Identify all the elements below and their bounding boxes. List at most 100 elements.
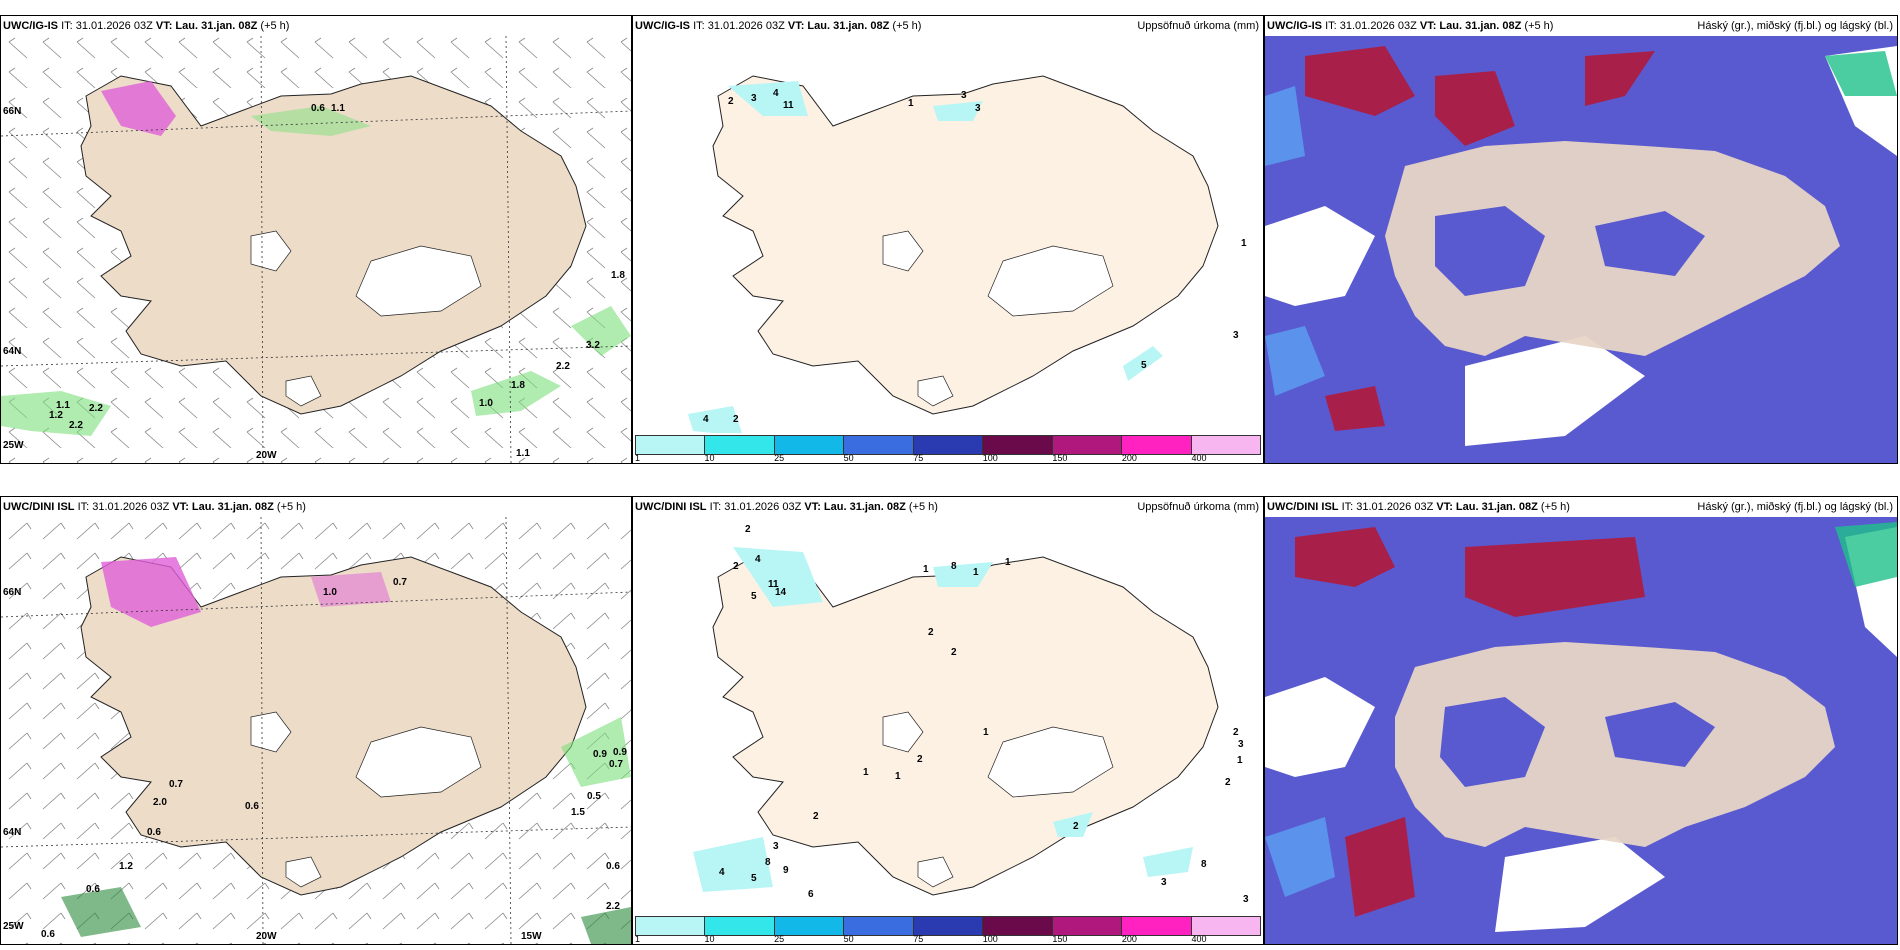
precip-value-label: 2 — [1233, 727, 1239, 738]
precip-value-label: 1 — [1005, 557, 1011, 568]
panel-header: UWC/DINI ISL IT: 31.01.2026 03Z VT: Lau.… — [1265, 497, 1897, 517]
wind-panel-row2: UWC/DINI ISL IT: 31.01.2026 03Z VT: Lau.… — [0, 496, 632, 945]
legend-colorbar — [635, 916, 1261, 936]
wind-value-label: 0.6 — [147, 827, 161, 838]
lat-label: 66N — [3, 587, 21, 598]
precip-value-label: 1 — [973, 567, 979, 578]
precip-value-label: 5 — [751, 873, 757, 884]
wind-value-label: 1.8 — [611, 270, 625, 281]
wind-value-label: 2.0 — [153, 797, 167, 808]
wind-value-label: 0.7 — [393, 577, 407, 588]
precip-value-label: 3 — [961, 90, 967, 101]
precip-map: 2 3 4 11 1 3 3 1 3 5 4 2 — [633, 36, 1263, 433]
land-area — [712, 556, 1219, 896]
legend-tick-label: 75 — [913, 453, 924, 463]
precip-value-label: 8 — [951, 561, 957, 572]
legend-swatch — [705, 436, 775, 454]
lat-label: 64N — [3, 346, 21, 357]
precip-value-label: 1 — [895, 771, 901, 782]
precip-value-label: 11 — [783, 100, 794, 111]
lon-label: 15W — [521, 931, 542, 942]
wind-value-label: 0.6 — [606, 861, 620, 872]
legend-swatch — [636, 917, 706, 935]
precip-panel-row1: UWC/IG-IS IT: 31.01.2026 03Z VT: Lau. 31… — [632, 15, 1264, 464]
lon-label: 20W — [256, 931, 277, 942]
wind-value-label: 2.2 — [69, 420, 83, 431]
wind-value-label: 1.2 — [49, 410, 63, 421]
legend-tick-label: 50 — [843, 453, 854, 463]
precip-panel-row2: UWC/DINI ISL IT: 31.01.2026 03Z VT: Lau.… — [632, 496, 1264, 945]
precip-value-label: 1 — [863, 767, 869, 778]
precip-value-label: 6 — [808, 889, 814, 900]
legend-swatch — [705, 917, 775, 935]
precip-value-label: 2 — [813, 811, 819, 822]
legend-ticks: 1 10 25 50 75 100 150 200 400 — [635, 934, 1261, 944]
legend-swatch — [983, 436, 1053, 454]
legend-swatch — [1191, 917, 1260, 935]
legend-swatch — [913, 436, 984, 454]
legend-swatch — [983, 917, 1053, 935]
precip-value-label: 3 — [975, 103, 981, 114]
wind-value-label: 1.0 — [323, 587, 337, 598]
precip-value-label: 3 — [1243, 894, 1249, 905]
panel-header: UWC/IG-IS IT: 31.01.2026 03Z VT: Lau. 31… — [1, 16, 631, 36]
wind-value-label: 0.7 — [609, 759, 623, 770]
legend-tick-label: 400 — [1191, 453, 1207, 463]
lat-label: 64N — [3, 827, 21, 838]
wind-panel-row1: UWC/IG-IS IT: 31.01.2026 03Z VT: Lau. 31… — [0, 15, 632, 464]
legend-tick-label: 25 — [774, 453, 785, 463]
precip-value-label: 8 — [765, 857, 771, 868]
legend-colorbar — [635, 435, 1261, 455]
wind-value-label: 0.6 — [41, 929, 55, 940]
cloud-panel-row1: UWC/IG-IS IT: 31.01.2026 03Z VT: Lau. 31… — [1264, 15, 1898, 464]
legend-tick-label: 1 — [635, 934, 641, 944]
panel-header: UWC/DINI ISL IT: 31.01.2026 03Z VT: Lau.… — [1, 497, 631, 517]
wind-value-label: 0.7 — [169, 779, 183, 790]
wind-map: 66N 64N 25W 20W 0.6 1.1 1.1 1.2 2.2 2.2 … — [1, 36, 631, 463]
panel-header: UWC/DINI ISL IT: 31.01.2026 03Z VT: Lau.… — [633, 497, 1263, 517]
legend-swatch — [1122, 917, 1192, 935]
precip-legend: 1 10 25 50 75 100 150 200 400 — [633, 433, 1263, 463]
precip-value-label: 2 — [951, 647, 957, 658]
precip-value-label: 3 — [773, 841, 779, 852]
wind-value-label: 0.6 — [245, 801, 259, 812]
precip-value-label: 3 — [1238, 739, 1244, 750]
legend-tick-label: 50 — [843, 934, 854, 944]
precip-value-label: 5 — [1141, 360, 1147, 371]
legend-ticks: 1 10 25 50 75 100 150 200 400 — [635, 453, 1261, 463]
wind-value-label: 0.9 — [613, 747, 627, 758]
panel-header: UWC/IG-IS IT: 31.01.2026 03Z VT: Lau. 31… — [633, 16, 1263, 36]
legend-tick-label: 100 — [982, 934, 998, 944]
precip-value-label: 1 — [1237, 755, 1243, 766]
legend-tick-label: 10 — [704, 453, 715, 463]
precip-value-label: 1 — [908, 98, 914, 109]
precip-value-label: 4 — [703, 414, 709, 425]
precip-value-label: 1 — [983, 727, 989, 738]
legend-swatch — [1122, 436, 1192, 454]
wind-value-label: 0.5 — [587, 791, 601, 802]
legend-tick-label: 75 — [913, 934, 924, 944]
wind-value-label: 3.2 — [586, 340, 600, 351]
land-area — [80, 556, 587, 896]
lat-label: 66N — [3, 106, 21, 117]
cloud-map — [1265, 517, 1897, 944]
precip-value-label: 8 — [1201, 859, 1207, 870]
wind-value-label: 1.2 — [119, 861, 133, 872]
legend-tick-label: 200 — [1121, 453, 1137, 463]
precip-value-label: 2 — [733, 414, 739, 425]
wind-value-label: 1.1 — [331, 103, 345, 114]
precip-value-label: 2 — [728, 96, 734, 107]
precip-legend: 1 10 25 50 75 100 150 200 400 — [633, 914, 1263, 944]
wind-value-label: 1.0 — [479, 398, 493, 409]
wind-value-label: 1.5 — [571, 807, 585, 818]
wind-value-label: 2.2 — [556, 361, 570, 372]
precip-value-label: 2 — [917, 754, 923, 765]
legend-tick-label: 400 — [1191, 934, 1207, 944]
precip-value-label: 1 — [1241, 238, 1247, 249]
legend-tick-label: 100 — [982, 453, 998, 463]
precip-value-label: 14 — [775, 587, 787, 598]
wind-value-label: 0.6 — [311, 103, 325, 114]
land-area — [80, 75, 587, 415]
precip-value-label: 5 — [751, 591, 757, 602]
cloud-map — [1265, 36, 1897, 463]
